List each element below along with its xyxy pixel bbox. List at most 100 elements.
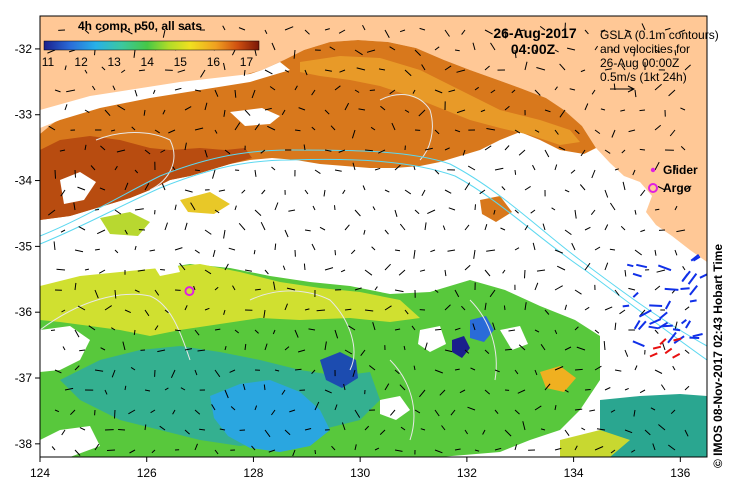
velocity-arrow <box>400 426 406 431</box>
velocity-arrow <box>641 23 646 31</box>
velocity-arrow <box>334 169 342 172</box>
velocity-arrow <box>480 109 486 113</box>
velocity-arrow <box>486 128 496 131</box>
observed-vector <box>680 319 687 325</box>
velocity-arrow <box>534 89 541 96</box>
velocity-arrow <box>241 189 246 194</box>
velocity-arrow <box>194 369 198 376</box>
velocity-arrow <box>434 169 440 175</box>
velocity-arrow <box>162 109 166 115</box>
velocity-arrow <box>504 429 512 437</box>
velocity-arrow <box>684 429 689 437</box>
velocity-arrow <box>656 269 666 273</box>
velocity-arrow <box>364 425 370 431</box>
velocity-arrow <box>114 209 122 215</box>
velocity-arrow <box>334 249 336 256</box>
velocity-arrow <box>272 329 276 335</box>
velocity-arrow <box>137 269 146 272</box>
velocity-arrow <box>264 429 271 438</box>
colorbar-tick-label: 12 <box>74 55 88 69</box>
velocity-arrow <box>614 322 617 331</box>
velocity-arrow <box>484 224 488 231</box>
velocity-arrow <box>544 309 550 315</box>
velocity-arrow <box>61 309 66 313</box>
velocity-arrow <box>378 68 386 71</box>
velocity-arrow <box>297 349 306 353</box>
velocity-arrow <box>384 229 389 235</box>
velocity-arrow <box>551 207 556 211</box>
velocity-arrow <box>293 49 296 59</box>
velocity-arrow <box>620 109 626 112</box>
velocity-arrow <box>398 269 406 276</box>
velocity-arrow <box>154 325 159 331</box>
velocity-arrow <box>554 86 558 91</box>
velocity-arrow <box>464 182 471 191</box>
y-tick-label: -32 <box>15 42 33 56</box>
velocity-arrow <box>124 29 133 35</box>
velocity-arrow <box>639 109 646 112</box>
velocity-arrow <box>88 325 96 331</box>
velocity-arrow <box>554 249 563 254</box>
velocity-arrow <box>268 449 276 453</box>
velocity-arrow <box>632 169 636 176</box>
velocity-arrow <box>504 348 513 351</box>
velocity-arrow <box>174 204 177 211</box>
velocity-arrow <box>524 61 528 71</box>
velocity-arrow <box>219 428 226 431</box>
velocity-arrow <box>263 384 266 391</box>
velocity-arrow <box>664 27 671 31</box>
velocity-arrow <box>472 323 476 331</box>
velocity-arrow <box>224 149 231 155</box>
observed-vector <box>622 304 630 308</box>
velocity-arrow <box>424 342 428 351</box>
velocity-arrow <box>624 429 633 434</box>
velocity-arrow <box>394 328 401 331</box>
velocity-arrow <box>294 129 301 132</box>
velocity-arrow <box>324 341 327 351</box>
velocity-arrow <box>504 145 510 151</box>
velocity-arrow <box>454 129 461 133</box>
velocity-arrow <box>271 166 276 171</box>
velocity-arrow <box>64 65 67 71</box>
velocity-arrow <box>314 401 320 411</box>
colorbar-gradient <box>43 40 260 51</box>
velocity-arrow <box>204 269 212 275</box>
velocity-arrow <box>340 269 346 273</box>
velocity-arrow <box>370 126 376 131</box>
velocity-arrow <box>591 89 596 95</box>
velocity-arrow <box>394 369 400 375</box>
velocity-arrow <box>74 169 76 178</box>
y-tick-label: -37 <box>15 371 33 385</box>
velocity-arrow <box>84 144 87 151</box>
velocity-arrow <box>270 409 276 416</box>
observed-vector <box>672 328 681 332</box>
velocity-arrow <box>200 69 206 78</box>
velocity-arrow <box>514 369 519 375</box>
velocity-arrow <box>211 404 216 411</box>
velocity-arrow <box>281 389 286 395</box>
velocity-arrow <box>194 443 198 451</box>
velocity-arrow <box>628 129 636 133</box>
velocity-arrow <box>177 69 186 73</box>
velocity-arrow <box>354 409 361 418</box>
info-line-2: and velocities for <box>600 42 690 56</box>
velocity-arrow <box>403 345 406 351</box>
velocity-arrow <box>269 86 276 91</box>
velocity-arrow <box>157 349 166 353</box>
velocity-arrow <box>569 88 576 91</box>
velocity-arrow <box>633 49 636 57</box>
velocity-arrow <box>84 69 88 74</box>
observed-vector <box>638 309 652 318</box>
velocity-arrow <box>614 369 622 372</box>
velocity-arrow <box>564 189 570 193</box>
velocity-arrow <box>447 249 456 252</box>
velocity-arrow <box>610 409 616 413</box>
velocity-arrow <box>160 269 166 271</box>
velocity-arrow <box>494 167 504 171</box>
velocity-arrow <box>294 85 298 91</box>
velocity-arrow <box>676 229 686 233</box>
velocity-arrow <box>184 348 192 351</box>
velocity-arrow <box>131 126 136 131</box>
velocity-arrow <box>448 89 456 93</box>
velocity-arrow <box>674 49 677 56</box>
